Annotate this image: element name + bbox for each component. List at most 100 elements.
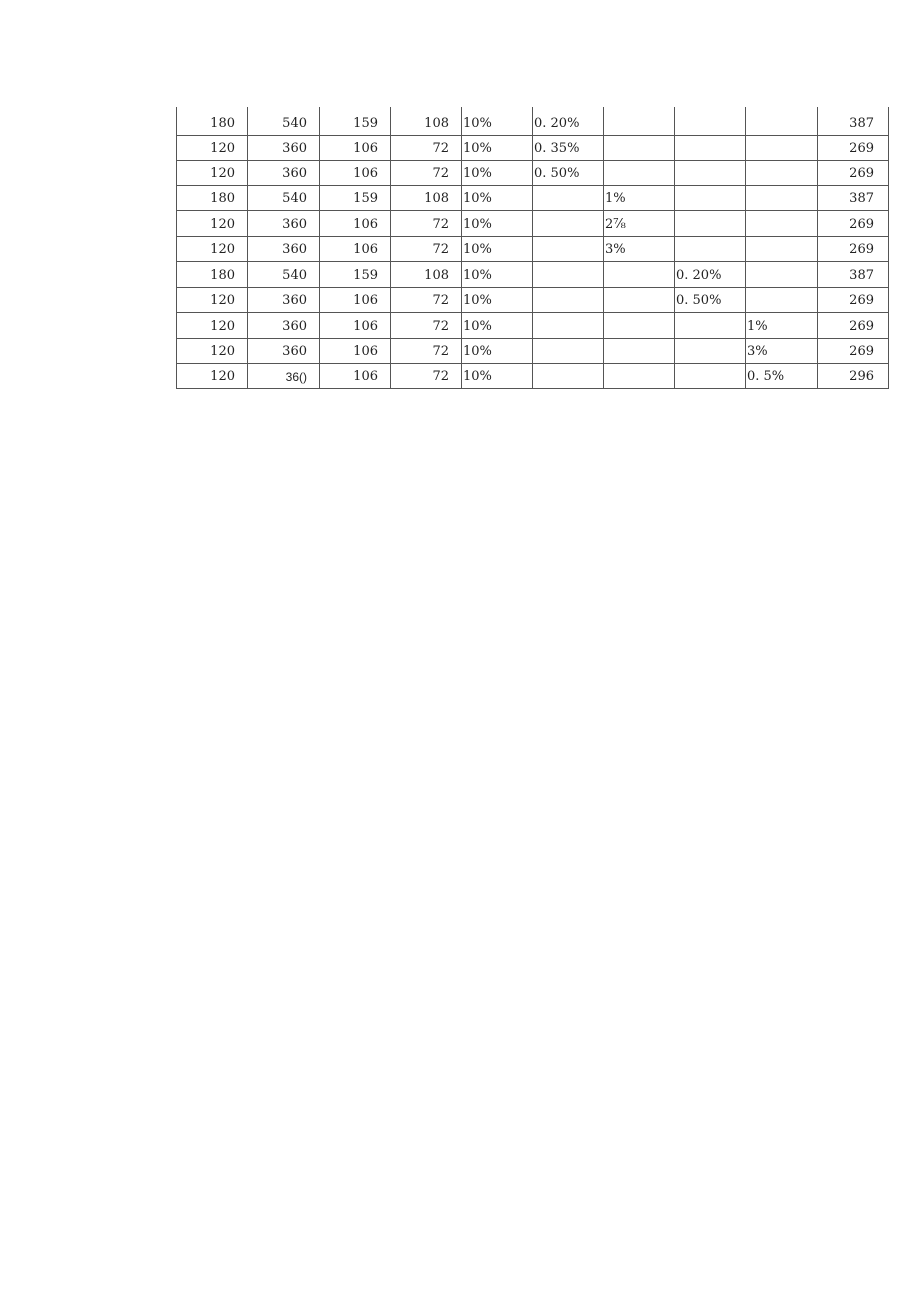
table-cell-col9 — [745, 107, 818, 136]
table-cell-col10: 269 — [817, 209, 889, 237]
table-cell-col7: 2⅞ — [603, 209, 675, 237]
table-cell-col3: 106 — [319, 159, 391, 186]
table-cell-col9 — [745, 134, 818, 161]
table-cell-col10: 387 — [817, 184, 889, 211]
table-cell-col7 — [603, 260, 675, 288]
table-cell-col6: 0. 20% — [532, 107, 604, 136]
table-cell-col3: 159 — [319, 260, 391, 288]
table-cell-col5: 10% — [461, 184, 533, 211]
table-row: 180 540 159 108 10% 1% 387 — [176, 184, 889, 211]
table-cell-col8 — [674, 235, 746, 262]
table-cell-col4: 72 — [390, 362, 462, 389]
table-cell-col1: 180 — [176, 184, 248, 211]
table-cell-col3: 106 — [319, 235, 391, 262]
table-cell-col6 — [532, 362, 604, 389]
data-table: 180 540 159 108 10% 0. 20% 387 120 360 106 72 10% 0.… — [176, 107, 889, 389]
table-cell-col10: 269 — [817, 134, 889, 161]
table-cell-col3: 106 — [319, 362, 391, 389]
table-cell-col9 — [745, 184, 818, 211]
table-row: 120 360 106 72 10% 1% 269 — [176, 311, 889, 339]
table-row: 120 360 106 72 10% 3% 269 — [176, 235, 889, 262]
table-cell-col10: 296 — [817, 362, 889, 389]
table-cell-col7 — [603, 107, 675, 136]
table-cell-col2: 540 — [247, 260, 320, 288]
table-cell-col2: 360 — [247, 159, 320, 186]
table-cell-col2: 360 — [247, 209, 320, 237]
table-cell-col2: 540 — [247, 107, 320, 136]
table-cell-col3: 159 — [319, 107, 391, 136]
table-cell-col10: 387 — [817, 260, 889, 288]
table-row: 120 360 106 72 10% 0. 35% 269 — [176, 134, 889, 161]
table-cell-col7: 1% — [603, 184, 675, 211]
table-cell-col4: 72 — [390, 337, 462, 364]
table-cell-col8 — [674, 337, 746, 364]
table-cell-col3: 106 — [319, 311, 391, 339]
table-cell-col1: 120 — [176, 134, 248, 161]
table-cell-col2: 360 — [247, 286, 320, 313]
table-cell-col8 — [674, 362, 746, 389]
table-cell-col7 — [603, 159, 675, 186]
table-cell-col10: 387 — [817, 107, 889, 136]
table-cell-col3: 106 — [319, 286, 391, 313]
table-cell-col4: 72 — [390, 209, 462, 237]
table-cell-col1: 180 — [176, 107, 248, 136]
table-cell-col6 — [532, 235, 604, 262]
table-cell-col9: 3% — [745, 337, 818, 364]
table-cell-col4: 108 — [390, 107, 462, 136]
table-row: 120 36() 106 72 10% 0. 5% 296 — [176, 362, 889, 389]
table-cell-col9 — [745, 260, 818, 288]
table-cell-col7: 3% — [603, 235, 675, 262]
table-cell-col1: 120 — [176, 362, 248, 389]
table-cell-col3: 159 — [319, 184, 391, 211]
table-cell-col7 — [603, 286, 675, 313]
table-cell-col2: 360 — [247, 235, 320, 262]
table-cell-col8 — [674, 311, 746, 339]
table-cell-col10: 269 — [817, 286, 889, 313]
table-cell-col5: 10% — [461, 260, 533, 288]
table-cell-col4: 108 — [390, 184, 462, 211]
table-cell-col5: 10% — [461, 159, 533, 186]
table-cell-col9: 0. 5% — [745, 362, 818, 389]
table-cell-col1: 120 — [176, 235, 248, 262]
table-cell-col5: 10% — [461, 337, 533, 364]
table-cell-col7 — [603, 337, 675, 364]
table-cell-col8: 0. 20% — [674, 260, 746, 288]
table-cell-col8 — [674, 159, 746, 186]
table-cell-col10: 269 — [817, 311, 889, 339]
table-cell-col8 — [674, 107, 746, 136]
table-row: 120 360 106 72 10% 0. 50% 269 — [176, 159, 889, 186]
table-cell-col1: 120 — [176, 311, 248, 339]
table-cell-col6 — [532, 337, 604, 364]
table-cell-col10: 269 — [817, 159, 889, 186]
table-cell-col3: 106 — [319, 337, 391, 364]
table-cell-col3: 106 — [319, 134, 391, 161]
table-cell-col3: 106 — [319, 209, 391, 237]
table-cell-col8: 0. 50% — [674, 286, 746, 313]
table-row: 180 540 159 108 10% 0. 20% 387 — [176, 260, 889, 288]
table-cell-col6: 0. 35% — [532, 134, 604, 161]
table-cell-col4: 72 — [390, 286, 462, 313]
table-cell-col7 — [603, 362, 675, 389]
table-row: 180 540 159 108 10% 0. 20% 387 — [176, 107, 889, 136]
table-cell-col9 — [745, 235, 818, 262]
table-cell-col2: 360 — [247, 134, 320, 161]
table-cell-col4: 108 — [390, 260, 462, 288]
table-cell-col5: 10% — [461, 311, 533, 339]
table-cell-col2: 36() — [247, 362, 320, 389]
table-cell-col2: 360 — [247, 311, 320, 339]
table-cell-col5: 10% — [461, 134, 533, 161]
table-cell-col6 — [532, 209, 604, 237]
table-cell-col1: 120 — [176, 337, 248, 364]
table-cell-col10: 269 — [817, 235, 889, 262]
table-cell-col9 — [745, 159, 818, 186]
table-cell-col7 — [603, 311, 675, 339]
table-cell-col2: 540 — [247, 184, 320, 211]
table-body: 180 540 159 108 10% 0. 20% 387 120 360 106 72 10% 0.… — [176, 107, 889, 389]
table-cell-col5: 10% — [461, 362, 533, 389]
table-cell-col6 — [532, 311, 604, 339]
table-cell-col5: 10% — [461, 286, 533, 313]
table-cell-col1: 120 — [176, 209, 248, 237]
table-cell-col1: 180 — [176, 260, 248, 288]
table-cell-col5: 10% — [461, 209, 533, 237]
table-row: 120 360 106 72 10% 2⅞ 269 — [176, 209, 889, 237]
